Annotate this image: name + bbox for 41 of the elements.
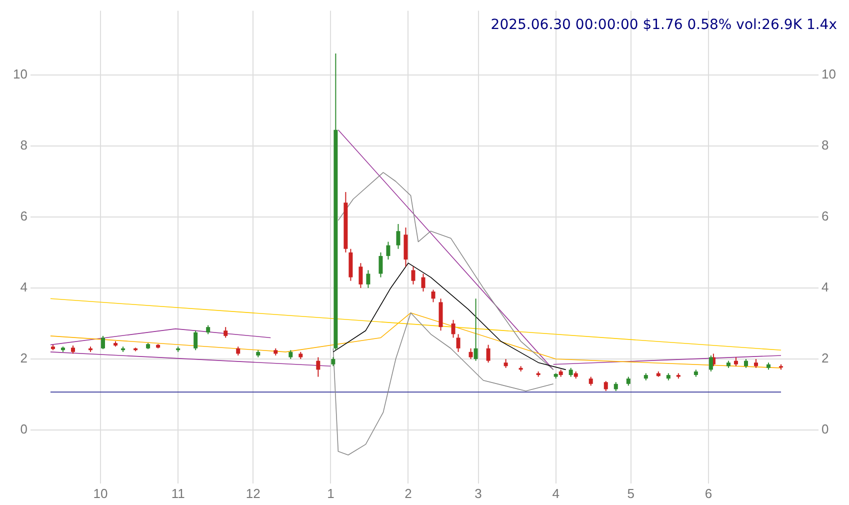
candlestick	[378, 252, 383, 278]
candlestick	[421, 273, 426, 292]
y-tick-label: 2	[20, 350, 28, 366]
y2-tick-label: 0	[822, 422, 829, 437]
x-tick-label: 11	[171, 486, 185, 501]
x-tick-label: 12	[246, 486, 260, 501]
candlestick	[468, 348, 473, 360]
chart-title: 2025.06.30 00:00:00 $1.76 0.58% vol:26.9K 1.4x	[490, 17, 837, 33]
candlestick	[224, 326, 228, 338]
candlestick	[451, 319, 456, 338]
candlestick	[474, 298, 478, 362]
x-tick-label: 3	[474, 486, 482, 501]
x-tick-label: 2	[404, 486, 412, 501]
candlestick	[366, 270, 370, 288]
y2-tick-label: 4	[822, 280, 829, 295]
candlestick	[358, 262, 363, 288]
y2-tick-label: 10	[822, 66, 836, 82]
y-tick-label: 4	[20, 280, 28, 295]
y2-tick-label: 2	[822, 350, 829, 366]
candlestick	[396, 224, 400, 250]
candlestick	[411, 266, 416, 285]
x-tick-label: 10	[93, 486, 108, 501]
candlestick	[431, 289, 436, 303]
candlestick	[486, 344, 490, 364]
candlestick	[101, 335, 106, 350]
candlestick	[194, 330, 198, 351]
x-tick-label: 6	[704, 486, 712, 501]
x-tick-label: 1	[327, 486, 334, 501]
y2-tick-label: 6	[822, 208, 829, 224]
y-tick-label: 0	[20, 422, 28, 437]
y-tick-label: 10	[12, 66, 28, 82]
y2-tick-label: 8	[822, 137, 829, 152]
candlestick	[708, 354, 713, 372]
y-tick-label: 6	[20, 208, 28, 224]
candlestick	[456, 334, 460, 352]
x-tick-label: 4	[552, 486, 560, 501]
x-tick-label: 5	[627, 486, 635, 501]
y-tick-label: 8	[20, 137, 28, 152]
candlestick	[386, 241, 390, 260]
candlestick	[604, 380, 608, 392]
candlestick	[316, 356, 320, 378]
